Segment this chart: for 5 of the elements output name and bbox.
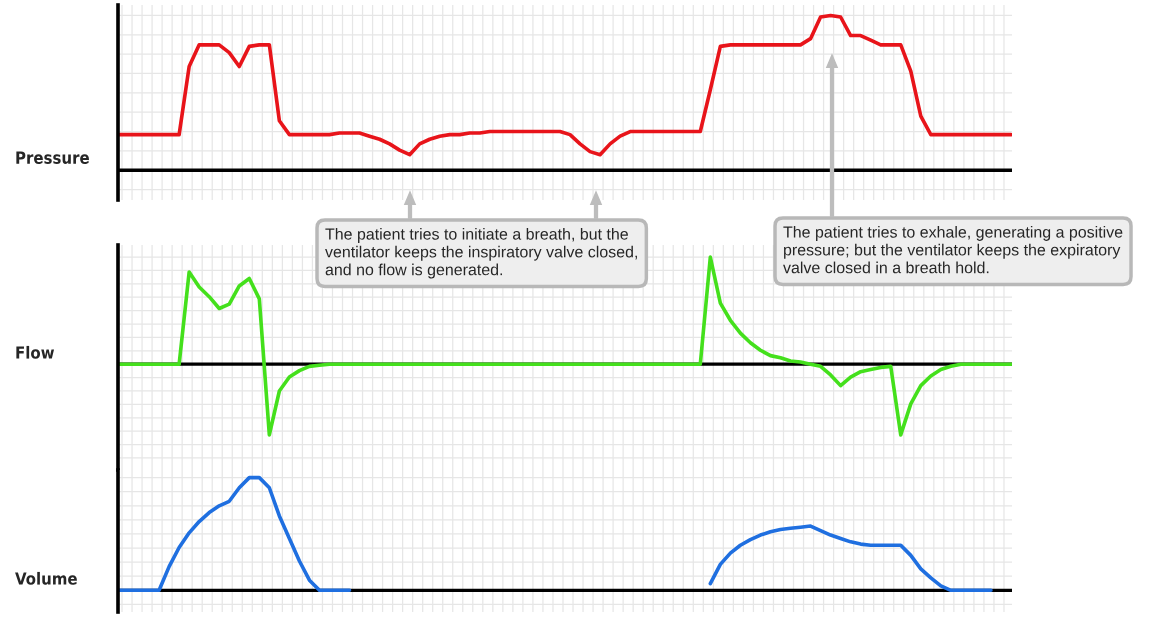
y-axis-title: Volume bbox=[15, 571, 77, 585]
y-axis-title: Pressure bbox=[16, 151, 89, 164]
annotation: The patient tries to exhale, generating a positive pressure; but the ventilator keeps the expiratory valve closed in a breath hold. bbox=[783, 226, 1123, 274]
annotation: The patient tries to initiate a breath, but the ventilator keeps the inspiratory valve closed, and no flow is generated. bbox=[325, 228, 637, 279]
y-axis-title: Flow bbox=[16, 345, 55, 359]
